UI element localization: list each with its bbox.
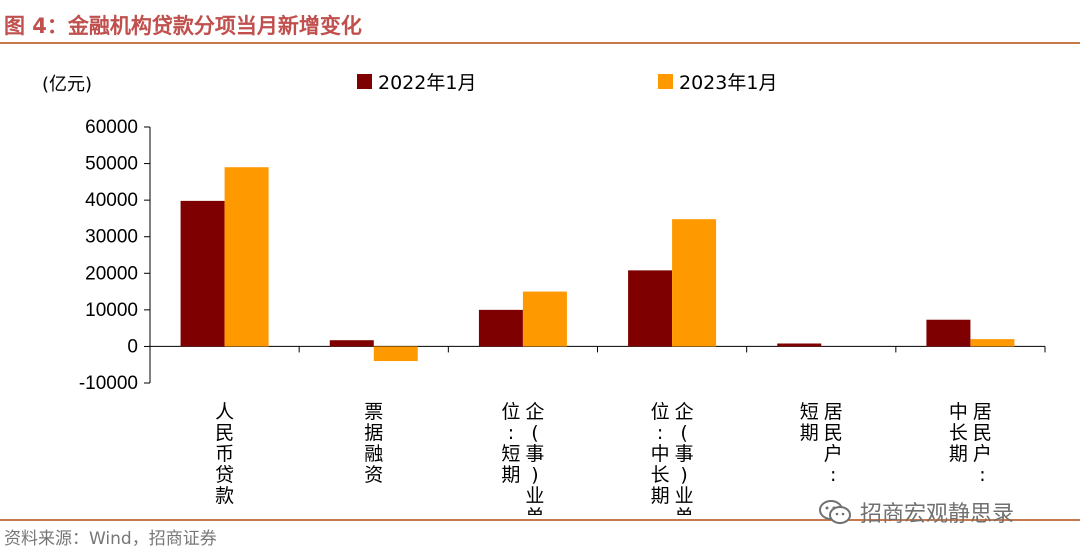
y-tick-label: 20000 <box>85 263 138 284</box>
bar-2023 <box>672 219 717 347</box>
legend-item-2023: 2023年1月 <box>658 68 777 95</box>
x-category-label: 居民户: <box>973 401 992 486</box>
y-tick-label: -10000 <box>79 373 138 394</box>
y-tick-label: 0 <box>127 336 138 357</box>
bar-2022 <box>180 200 225 347</box>
watermark: 招商宏观静思录 <box>818 497 1014 527</box>
x-category-label: 位:短期 <box>501 401 520 486</box>
y-tick-label: 10000 <box>85 300 138 321</box>
x-category-label: 中长期 <box>949 401 968 465</box>
legend-label-2022: 2022年1月 <box>378 72 477 94</box>
x-category-label: 短期 <box>800 401 819 444</box>
legend-swatch-2022 <box>357 74 372 89</box>
wechat-icon <box>819 500 851 524</box>
bar-2023 <box>224 167 269 347</box>
bar-2023 <box>970 339 1015 347</box>
figure-title: 图 4：金融机构贷款分项当月新增变化 <box>4 14 362 38</box>
top-divider <box>0 42 1080 44</box>
y-axis-unit: (亿元) <box>42 74 93 95</box>
x-category-label: 票据融资 <box>364 401 383 486</box>
bar-2022 <box>628 270 673 347</box>
legend-swatch-2023 <box>658 74 673 89</box>
y-tick-label: 50000 <box>85 154 138 175</box>
x-category-label: 人民币贷款 <box>215 401 234 507</box>
bar-2022 <box>926 319 971 347</box>
x-category-label: 位:中长期 <box>651 401 670 507</box>
bar-2022 <box>777 343 822 347</box>
watermark-text: 招商宏观静思录 <box>860 502 1015 527</box>
bar-2023 <box>522 291 567 347</box>
source-note: 资料来源：Wind，招商证券 <box>4 529 217 549</box>
x-category-label: 居民户: <box>824 401 843 486</box>
y-tick-label: 30000 <box>85 227 138 248</box>
bar-2023 <box>373 346 418 362</box>
legend-label-2023: 2023年1月 <box>679 72 778 94</box>
bar-chart: -10000 0 10000 20000 30000 40000 50000 60000 人民币… <box>79 117 1046 515</box>
legend-item-2022: 2022年1月 <box>357 68 476 95</box>
bottom-divider <box>0 519 1080 521</box>
bar-2022 <box>329 340 374 347</box>
x-category-label: 企(事)业单 <box>525 401 544 515</box>
bar-2022 <box>478 309 523 347</box>
y-tick-label: 40000 <box>85 190 138 211</box>
y-tick-label: 60000 <box>85 117 138 138</box>
x-category-label: 企(事)业单 <box>675 401 694 515</box>
